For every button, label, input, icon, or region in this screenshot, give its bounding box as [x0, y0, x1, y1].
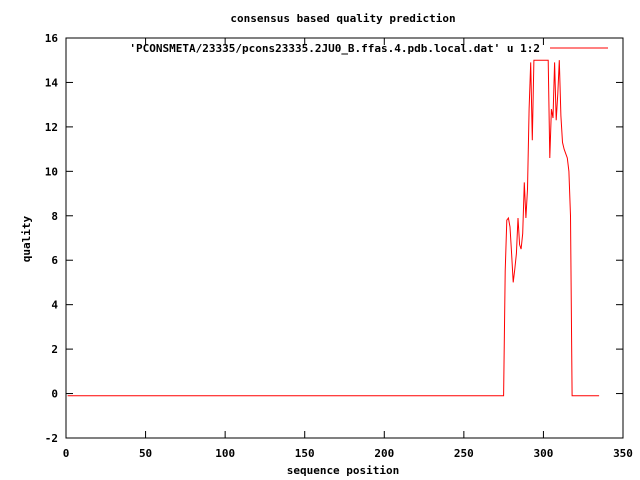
chart-title: consensus based quality prediction	[230, 12, 455, 25]
y-tick-label-8: 14	[45, 76, 59, 89]
y-tick-label-3: 4	[51, 299, 58, 312]
plot-frame	[65, 37, 624, 439]
y-tick-label-9: 16	[45, 32, 59, 45]
y-tick-label-6: 10	[45, 165, 58, 178]
x-tick-label-3: 150	[295, 447, 315, 460]
legend-label: 'PCONSMETA/23335/pcons23335.2JU0_B.ffas.…	[129, 42, 540, 55]
y-tick-label-0: -2	[45, 432, 58, 445]
y-tick-label-5: 8	[51, 210, 58, 223]
y-axis-label: quality	[20, 215, 33, 262]
series-group	[67, 59, 600, 397]
x-axis-label: sequence position	[287, 464, 400, 477]
x-tick-label-1: 50	[139, 447, 152, 460]
series-line-0	[67, 59, 600, 397]
y-tick-label-1: 0	[51, 388, 58, 401]
y-tick-label-7: 12	[45, 121, 58, 134]
x-tick-label-6: 300	[533, 447, 553, 460]
x-tick-label-7: 350	[613, 447, 633, 460]
x-tick-label-4: 200	[374, 447, 394, 460]
x-tick-label-2: 100	[215, 447, 235, 460]
x-tick-label-0: 0	[63, 447, 70, 460]
axis-ticks: 0 50 100 150 200 250 300 350 -2 0 2 4 6 8 10 12 14 16	[45, 32, 633, 460]
y-tick-label-2: 2	[51, 343, 58, 356]
x-tick-label-5: 250	[454, 447, 474, 460]
legend: 'PCONSMETA/23335/pcons23335.2JU0_B.ffas.…	[129, 42, 608, 55]
y-tick-label-4: 6	[51, 254, 58, 267]
